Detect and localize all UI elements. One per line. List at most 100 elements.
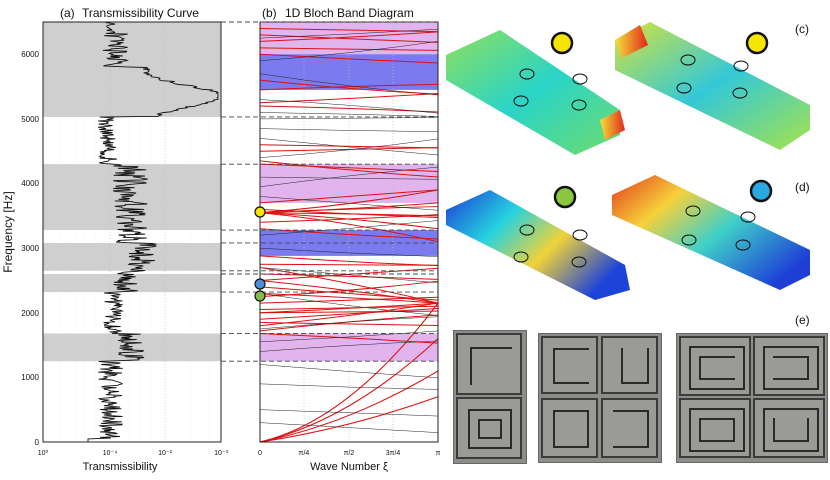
photo-specimen-3 <box>676 333 828 463</box>
dispersion-branch <box>259 160 439 178</box>
transmissibility-curve <box>87 22 220 442</box>
panel-a-title: Transmissibility Curve <box>82 6 199 20</box>
mode-indicator-yellow <box>550 31 574 55</box>
grid-lines <box>59 22 211 442</box>
dispersion-branch <box>259 321 439 327</box>
x-tick-labels-b: 0 π/4 π/2 3π/4 π <box>258 450 441 457</box>
dispersion-branch <box>259 202 439 214</box>
y-tick: 3000 <box>21 244 39 253</box>
node-marker <box>681 234 697 246</box>
dispersion-branch <box>259 189 439 214</box>
dispersion-branch <box>259 112 439 117</box>
dispersion-branch <box>259 267 439 281</box>
x-tick: 10⁻⁴ <box>103 450 118 457</box>
dispersion-branch <box>259 83 439 91</box>
dispersion-branch <box>259 73 439 96</box>
x-axis-label-a: Transmissibility <box>83 461 158 473</box>
mode-indicator-yellow <box>745 31 769 55</box>
x-tick: 10⁻² <box>158 450 172 457</box>
mode-indicator-green <box>553 185 577 209</box>
y-axis-label: Frequency [Hz] <box>1 191 15 272</box>
node-marker <box>685 205 701 217</box>
panel-d-label: (d) <box>795 180 810 194</box>
dispersion-branch <box>259 302 439 443</box>
dispersion-branch <box>259 364 439 379</box>
panel-c-label: (c) <box>795 22 809 36</box>
mode-markers <box>254 206 266 302</box>
dispersion-branch <box>259 212 439 243</box>
panel-d-mode-shapes: (d) <box>446 175 810 300</box>
y-tick: 1000 <box>21 373 39 382</box>
x-tick: π <box>436 450 441 457</box>
mode-shape-c2 <box>615 22 810 150</box>
x-tick: 10⁻³ <box>214 450 228 457</box>
node-marker <box>676 82 692 94</box>
dispersion-branch <box>259 138 439 156</box>
dispersion-branch <box>259 396 439 443</box>
dispersion-branch <box>259 273 439 280</box>
panel-a-transmissibility: (a) Transmissibility Curve Frequency [Hz… <box>1 6 229 473</box>
dispersion-branch <box>259 302 439 327</box>
dispersion-branch <box>259 27 439 33</box>
dispersion-branch <box>259 220 439 236</box>
y-tick: 5000 <box>21 115 39 124</box>
node-marker <box>519 224 535 236</box>
panel-c-mode-shapes: (c) <box>446 22 810 155</box>
x-tick: 3π/4 <box>386 450 401 457</box>
mode-marker-yellow <box>254 206 266 218</box>
dispersion-branch <box>259 176 439 180</box>
dispersion-branch <box>259 189 439 204</box>
x-tick: π/2 <box>344 450 355 457</box>
dispersion-branch <box>259 166 439 188</box>
dispersion-branch <box>259 34 439 43</box>
node-marker <box>680 54 696 66</box>
x-axis-label-b: Wave Number ξ <box>310 461 388 473</box>
photo-specimen-2 <box>538 333 662 463</box>
node-marker <box>571 99 587 111</box>
dispersion-branch <box>259 47 439 51</box>
dispersion-branch <box>259 128 439 132</box>
gap-connector-lines <box>221 21 438 362</box>
photo-specimen-1 <box>453 330 527 464</box>
dispersion-branch <box>259 409 439 417</box>
x-tick: 10⁰ <box>38 449 49 457</box>
dispersion-branch <box>259 279 439 304</box>
node-marker <box>572 229 588 241</box>
node-marker <box>571 256 587 268</box>
mode-shape-d2 <box>612 175 810 290</box>
dispersion-branch <box>259 53 439 64</box>
x-tick: π/4 <box>299 450 310 457</box>
mode-marker-blue <box>254 278 266 290</box>
dispersion-branch <box>259 330 439 343</box>
dispersion-branch <box>259 144 439 149</box>
dispersion-branch <box>259 247 439 257</box>
node-marker <box>735 239 751 251</box>
panel-b-band-diagram: (b) 1D Bloch Band Diagram 0 π/4 π/2 3π/4… <box>258 6 441 473</box>
dispersion-branch <box>259 163 439 172</box>
stop-band <box>43 22 221 117</box>
node-marker <box>513 95 529 107</box>
dispersion-branch <box>259 293 439 316</box>
dispersion-branch <box>259 99 439 114</box>
dispersion-branch <box>259 383 439 390</box>
mode-shape-d1 <box>446 185 630 300</box>
dispersion-branch <box>259 41 439 62</box>
panel-e-label: (e) <box>795 313 810 327</box>
node-marker <box>572 73 588 85</box>
node-marker <box>513 251 529 263</box>
dispersion-branch <box>259 212 439 217</box>
x-tick-labels-a: 10⁰ 10⁻⁴ 10⁻² 10⁻³ <box>38 449 229 457</box>
node-marker <box>732 87 748 99</box>
panel-a-label: (a) <box>60 6 75 20</box>
dispersion-branch <box>259 28 439 39</box>
panel-b-label: (b) <box>262 6 277 20</box>
dispersion-branch <box>259 255 439 267</box>
mode-indicator-blue <box>749 179 773 203</box>
dispersion-branch <box>259 308 439 320</box>
panel-b-title: 1D Bloch Band Diagram <box>285 6 414 20</box>
dispersion-branch <box>259 92 439 104</box>
dispersion-branch <box>259 267 439 284</box>
dispersion-branch <box>259 338 439 443</box>
dispersion-branch <box>259 370 439 443</box>
dispersion-branch <box>259 292 439 304</box>
